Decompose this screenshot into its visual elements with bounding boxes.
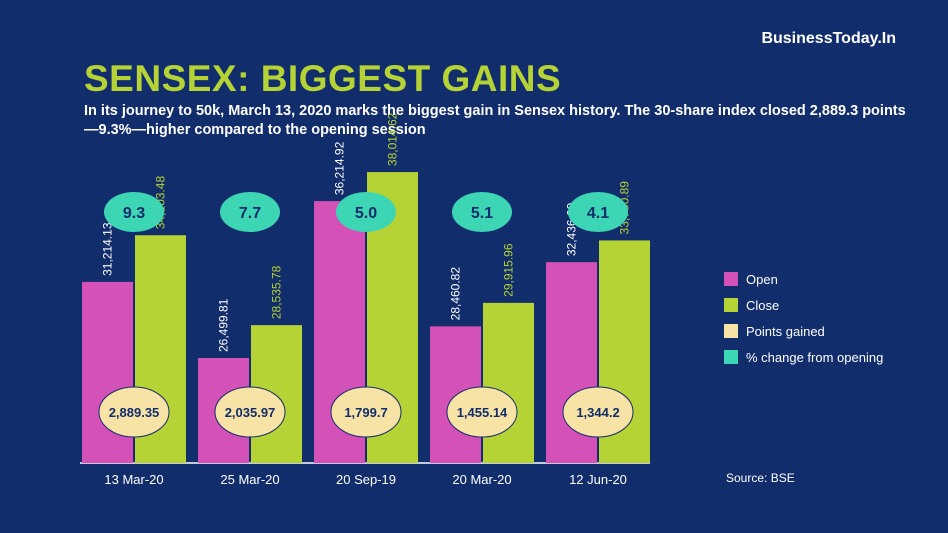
points-label-4: 1,344.2: [576, 405, 619, 420]
bar-close-3: [483, 302, 534, 463]
legend-item-close: Close: [724, 292, 883, 318]
points-badge-3: [446, 386, 518, 438]
source-note: Source: BSE: [726, 471, 795, 485]
pct-badge-4: [568, 192, 628, 232]
points-label-3: 1,455.14: [457, 405, 508, 420]
pct-label-1: 7.7: [239, 205, 261, 222]
points-badge-0: [98, 386, 170, 438]
chart-subtitle: In its journey to 50k, March 13, 2020 ma…: [84, 103, 906, 138]
legend-label-points: Points gained: [746, 323, 825, 339]
pct-label-3: 5.1: [471, 205, 493, 222]
category-label-1: 25 Mar-20: [220, 472, 279, 487]
chart-title: SENSEX: BIGGEST GAINS: [84, 58, 562, 99]
label-close-2: 38,014.62: [386, 112, 400, 166]
pct-badge-0: [104, 192, 164, 232]
label-open-0: 31,214.13: [101, 222, 115, 276]
label-open-2: 36,214.92: [333, 141, 347, 195]
legend: Open Close Points gained % change from o…: [724, 266, 883, 370]
label-close-1: 28,535.78: [270, 265, 284, 319]
legend-swatch-open: [724, 272, 738, 286]
points-badge-4: [562, 386, 634, 438]
category-label-4: 12 Jun-20: [569, 472, 627, 487]
pct-label-2: 5.0: [355, 205, 377, 222]
pct-badge-1: [220, 192, 280, 232]
pct-badge-3: [452, 192, 512, 232]
label-open-3: 28,460.82: [449, 267, 463, 321]
brand-logo: BusinessToday.In: [761, 30, 896, 47]
legend-swatch-points: [724, 324, 738, 338]
points-label-2: 1,799.7: [344, 405, 387, 420]
points-badge-2: [330, 386, 402, 438]
legend-label-pct: % change from opening: [746, 349, 884, 365]
legend-swatch-close: [724, 298, 738, 312]
legend-swatch-pct: [724, 350, 738, 364]
pct-label-0: 9.3: [123, 205, 145, 222]
label-open-1: 26,499.81: [217, 298, 231, 352]
legend-label-open: Open: [746, 271, 778, 287]
pct-label-4: 4.1: [587, 205, 609, 222]
points-badge-1: [214, 386, 286, 438]
points-label-1: 2,035.97: [225, 405, 276, 420]
legend-item-open: Open: [724, 266, 883, 292]
pct-badge-2: [336, 192, 396, 232]
legend-label-close: Close: [746, 297, 780, 313]
label-close-3: 29,915.96: [502, 243, 516, 297]
category-label-2: 20 Sep-19: [336, 472, 396, 487]
category-label-0: 13 Mar-20: [104, 472, 163, 487]
legend-item-points: Points gained: [724, 318, 883, 344]
legend-item-pct: % change from opening: [724, 344, 883, 370]
category-label-3: 20 Mar-20: [452, 472, 511, 487]
points-label-0: 2,889.35: [109, 405, 160, 420]
